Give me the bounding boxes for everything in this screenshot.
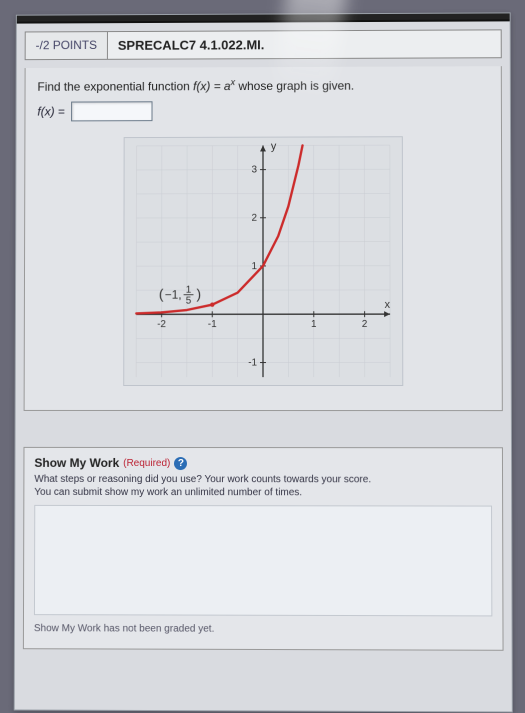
- answer-label: f(x) =: [37, 105, 64, 119]
- smw-textarea[interactable]: [34, 505, 492, 617]
- answer-line: f(x) =: [37, 100, 489, 121]
- smw-footer: Show My Work has not been graded yet.: [34, 623, 492, 635]
- answer-input[interactable]: [71, 101, 152, 121]
- svg-text:2: 2: [251, 213, 257, 224]
- points-label: -/2 POINTS: [26, 32, 108, 59]
- chart-container: -2-112-1123 xy(−1,15): [37, 132, 490, 392]
- smw-title: Show My Work: [34, 456, 119, 470]
- smw-required: (Required): [123, 457, 170, 468]
- prompt-pre: Find the exponential function: [37, 79, 193, 93]
- show-my-work-panel: Show My Work (Required) ? What steps or …: [23, 447, 504, 651]
- prompt-exp: x: [231, 77, 235, 87]
- svg-text:3: 3: [251, 165, 257, 176]
- smw-desc-line1: What steps or reasoning did you use? You…: [34, 473, 492, 487]
- svg-text:1: 1: [311, 319, 317, 330]
- problem-page: -/2 POINTS SPRECALC7 4.1.022.MI. Find th…: [14, 12, 513, 712]
- svg-text:-2: -2: [157, 319, 166, 330]
- prompt-post: whose graph is given.: [238, 79, 354, 93]
- svg-text:1: 1: [185, 285, 191, 296]
- svg-text:y: y: [270, 140, 276, 152]
- svg-text:-1: -1: [248, 358, 257, 369]
- prompt-fn: f(x) = a: [193, 79, 231, 93]
- smw-desc: What steps or reasoning did you use? You…: [34, 473, 492, 500]
- svg-text:(: (: [158, 286, 163, 302]
- svg-text:): ): [196, 286, 201, 302]
- svg-text:2: 2: [361, 319, 367, 330]
- svg-text:x: x: [384, 299, 390, 311]
- section-gap: [16, 411, 511, 447]
- svg-text:−1,: −1,: [164, 288, 181, 302]
- smw-title-row: Show My Work (Required) ?: [34, 456, 492, 470]
- chart-svg: -2-112-1123 xy(−1,15): [124, 137, 402, 385]
- problem-content: Find the exponential function f(x) = ax …: [24, 66, 503, 411]
- top-edge: [17, 13, 510, 23]
- exponential-chart: -2-112-1123 xy(−1,15): [123, 136, 403, 386]
- svg-text:1: 1: [251, 261, 257, 272]
- smw-desc-line2: You can submit show my work an unlimited…: [34, 486, 492, 500]
- svg-text:5: 5: [185, 296, 191, 307]
- help-icon[interactable]: ?: [174, 457, 187, 470]
- question-prompt: Find the exponential function f(x) = ax …: [37, 76, 488, 94]
- problem-code: SPRECALC7 4.1.022.MI.: [108, 31, 274, 58]
- svg-text:-1: -1: [207, 319, 216, 330]
- problem-header: -/2 POINTS SPRECALC7 4.1.022.MI.: [25, 29, 502, 60]
